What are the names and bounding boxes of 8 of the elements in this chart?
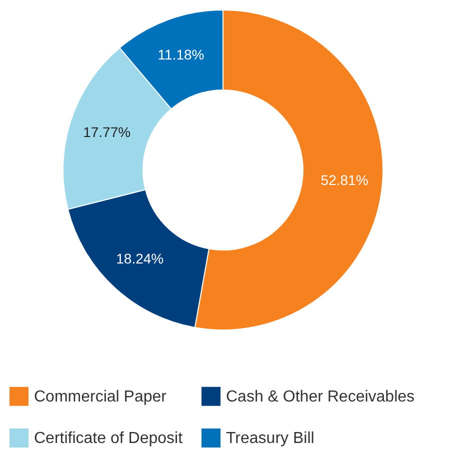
data-label: 17.77%	[83, 124, 131, 140]
legend-label: Commercial Paper	[34, 388, 168, 406]
legend-label: Treasury Bill	[226, 430, 314, 447]
data-label: 52.81%	[320, 172, 368, 188]
data-label: 18.24%	[116, 250, 164, 266]
data-label: 11.18%	[158, 46, 204, 62]
legend-label: Cash & Other Receivables	[226, 388, 415, 406]
legend-label: Certificate of Deposit	[34, 430, 184, 447]
